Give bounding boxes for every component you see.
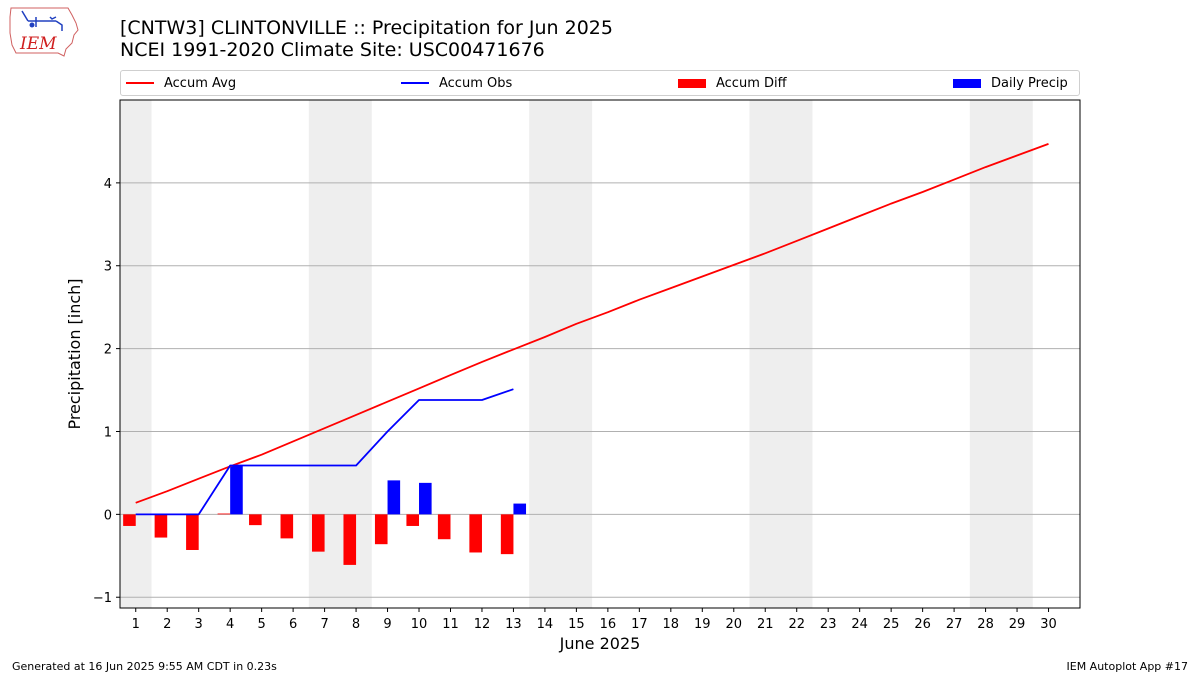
- accum-diff-bar: [249, 514, 262, 526]
- x-tick-label: 2: [163, 617, 171, 632]
- x-tick-label: 30: [1040, 617, 1057, 632]
- legend-swatch: [953, 78, 981, 88]
- x-tick-label: 19: [694, 617, 711, 632]
- plot-frame: [119, 99, 1081, 609]
- x-tick-label: 7: [320, 617, 328, 632]
- x-tick-label: 10: [411, 617, 428, 632]
- x-tick-label: 1: [132, 617, 140, 632]
- y-tick-label: −1: [93, 591, 112, 606]
- daily-precip-bar: [419, 482, 432, 515]
- x-tick-label: 5: [257, 617, 265, 632]
- accum-diff-bar: [123, 514, 136, 526]
- legend-swatch: [126, 82, 154, 84]
- chart-title: [CNTW3] CLINTONVILLE :: Precipitation fo…: [120, 17, 613, 39]
- legend: Accum Avg Accum Obs Accum Diff Daily Pre…: [120, 70, 1080, 96]
- station-symbol: [21, 10, 63, 31]
- x-tick-label: 28: [977, 617, 994, 632]
- legend-item-daily-precip: Daily Precip: [953, 71, 1068, 95]
- accum-diff-bar: [343, 514, 357, 565]
- accum-diff-bar: [500, 514, 514, 555]
- accum-diff-bar: [186, 514, 199, 550]
- weekend-band: [749, 100, 813, 608]
- accum-diff-bar: [217, 513, 231, 515]
- legend-label: Accum Avg: [164, 75, 237, 91]
- x-tick-label: 24: [851, 617, 868, 632]
- x-tick-label: 18: [663, 617, 680, 632]
- x-tick-label: 6: [289, 617, 297, 632]
- accum-diff-bar: [469, 514, 482, 553]
- x-tick-label: 12: [474, 617, 491, 632]
- x-tick-label: 26: [914, 617, 931, 632]
- y-axis-label: Precipitation [inch]: [65, 278, 84, 429]
- legend-item-accum-diff: Accum Diff: [678, 71, 787, 95]
- x-tick-label: 3: [195, 617, 203, 632]
- y-tick-label: 3: [104, 260, 112, 275]
- x-tick-label: 15: [568, 617, 585, 632]
- legend-swatch: [401, 82, 429, 84]
- accum-diff-bar: [374, 514, 388, 545]
- x-tick-label: 17: [631, 617, 648, 632]
- legend-label: Accum Diff: [716, 75, 787, 91]
- footer-app-id: IEM Autoplot App #17: [1066, 660, 1189, 673]
- x-tick-label: 13: [505, 617, 522, 632]
- x-tick-label: 29: [1009, 617, 1026, 632]
- accum-diff-bar: [406, 514, 420, 526]
- x-tick-label: 22: [788, 617, 805, 632]
- x-tick-label: 27: [946, 617, 963, 632]
- x-tick-label: 21: [757, 617, 774, 632]
- iem-logo: IEM: [9, 7, 79, 57]
- accum-diff-bar: [154, 514, 168, 538]
- daily-precip-bar: [513, 503, 527, 515]
- x-tick-label: 23: [820, 617, 837, 632]
- y-tick-label: 4: [104, 177, 112, 192]
- legend-swatch: [678, 78, 706, 88]
- accum-diff-bar: [280, 514, 294, 539]
- x-tick-label: 25: [883, 617, 900, 632]
- legend-item-accum-avg: Accum Avg: [126, 71, 236, 95]
- y-tick-label: 2: [104, 343, 112, 358]
- x-tick-label: 8: [352, 617, 360, 632]
- x-tick-label: 14: [537, 617, 554, 632]
- accum-obs-line: [135, 388, 514, 516]
- x-tick-label: 20: [725, 617, 742, 632]
- x-axis-label: June 2025: [559, 634, 641, 653]
- accum-avg-line: [135, 143, 1049, 504]
- accum-diff-bar: [437, 514, 451, 540]
- footer-generated: Generated at 16 Jun 2025 9:55 AM CDT in …: [12, 660, 277, 673]
- x-tick-label: 16: [600, 617, 617, 632]
- y-tick-label: 0: [104, 508, 112, 523]
- x-tick-label: 9: [383, 617, 391, 632]
- logo-text: IEM: [19, 34, 57, 54]
- x-tick-label: 11: [442, 617, 459, 632]
- legend-label: Accum Obs: [439, 75, 513, 91]
- legend-label: Daily Precip: [991, 75, 1068, 91]
- y-tick-label: 1: [104, 425, 112, 440]
- legend-item-accum-obs: Accum Obs: [401, 71, 512, 95]
- x-tick-label: 4: [226, 617, 234, 632]
- daily-precip-bar: [230, 465, 243, 515]
- chart-subtitle: NCEI 1991-2020 Climate Site: USC00471676: [120, 39, 545, 61]
- daily-precip-bar: [387, 480, 401, 515]
- weekend-band: [120, 100, 152, 608]
- weekend-band: [529, 100, 593, 608]
- accum-diff-bar: [312, 514, 325, 552]
- weekend-band: [969, 100, 1033, 608]
